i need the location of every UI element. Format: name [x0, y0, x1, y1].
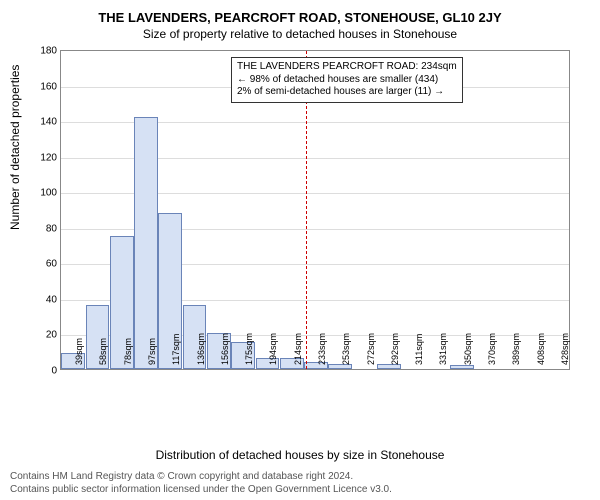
x-tick-label: 370sqm — [487, 333, 497, 365]
y-tick-label: 180 — [31, 46, 57, 57]
footer-line2: Contains public sector information licen… — [10, 484, 590, 497]
x-tick-label: 117sqm — [171, 334, 181, 365]
x-tick-label: 272sqm — [366, 333, 376, 365]
plot-area: 02040608010012014016018039sqm58sqm78sqm9… — [60, 50, 570, 370]
x-tick-label: 408sqm — [536, 333, 546, 365]
chart-title-line1: THE LAVENDERS, PEARCROFT ROAD, STONEHOUS… — [0, 0, 600, 25]
y-axis-label: Number of detached properties — [8, 65, 22, 230]
y-tick-label: 20 — [31, 330, 57, 341]
histogram-bar — [134, 117, 158, 369]
x-tick-label: 78sqm — [123, 338, 133, 365]
x-tick-label: 58sqm — [98, 338, 108, 365]
histogram-bar — [450, 365, 474, 369]
y-tick-label: 80 — [31, 223, 57, 234]
x-tick-label: 194sqm — [268, 333, 278, 365]
annotation-box: THE LAVENDERS PEARCROFT ROAD: 234sqm ← 9… — [231, 57, 463, 103]
y-tick-label: 160 — [31, 81, 57, 92]
annotation-line1: THE LAVENDERS PEARCROFT ROAD: 234sqm — [237, 61, 457, 74]
y-tick-label: 40 — [31, 294, 57, 305]
x-tick-label: 350sqm — [463, 333, 473, 365]
x-tick-label: 39sqm — [74, 338, 84, 365]
y-tick-label: 100 — [31, 188, 57, 199]
annotation-line3: 2% of semi-detached houses are larger (1… — [237, 86, 457, 99]
footer: Contains HM Land Registry data © Crown c… — [10, 471, 590, 496]
annotation-line2: ← 98% of detached houses are smaller (43… — [237, 74, 457, 87]
x-tick-label: 156sqm — [220, 333, 230, 365]
x-tick-label: 214sqm — [293, 333, 303, 365]
x-tick-label: 136sqm — [196, 333, 206, 365]
y-tick-label: 120 — [31, 152, 57, 163]
footer-line1: Contains HM Land Registry data © Crown c… — [10, 471, 590, 484]
y-tick-label: 60 — [31, 259, 57, 270]
y-tick-label: 0 — [31, 366, 57, 377]
x-tick-label: 175sqm — [244, 333, 254, 365]
y-tick-label: 140 — [31, 117, 57, 128]
x-tick-label: 97sqm — [147, 338, 157, 365]
chart-area: 02040608010012014016018039sqm58sqm78sqm9… — [60, 50, 570, 420]
x-tick-label: 331sqm — [438, 333, 448, 365]
x-tick-label: 389sqm — [511, 333, 521, 365]
x-axis-label: Distribution of detached houses by size … — [0, 448, 600, 462]
x-tick-label: 233sqm — [317, 333, 327, 365]
x-tick-label: 428sqm — [560, 333, 570, 365]
x-tick-label: 253sqm — [341, 333, 351, 365]
chart-title-line2: Size of property relative to detached ho… — [0, 25, 600, 41]
x-tick-label: 292sqm — [390, 333, 400, 365]
x-tick-label: 311sqm — [414, 334, 424, 365]
